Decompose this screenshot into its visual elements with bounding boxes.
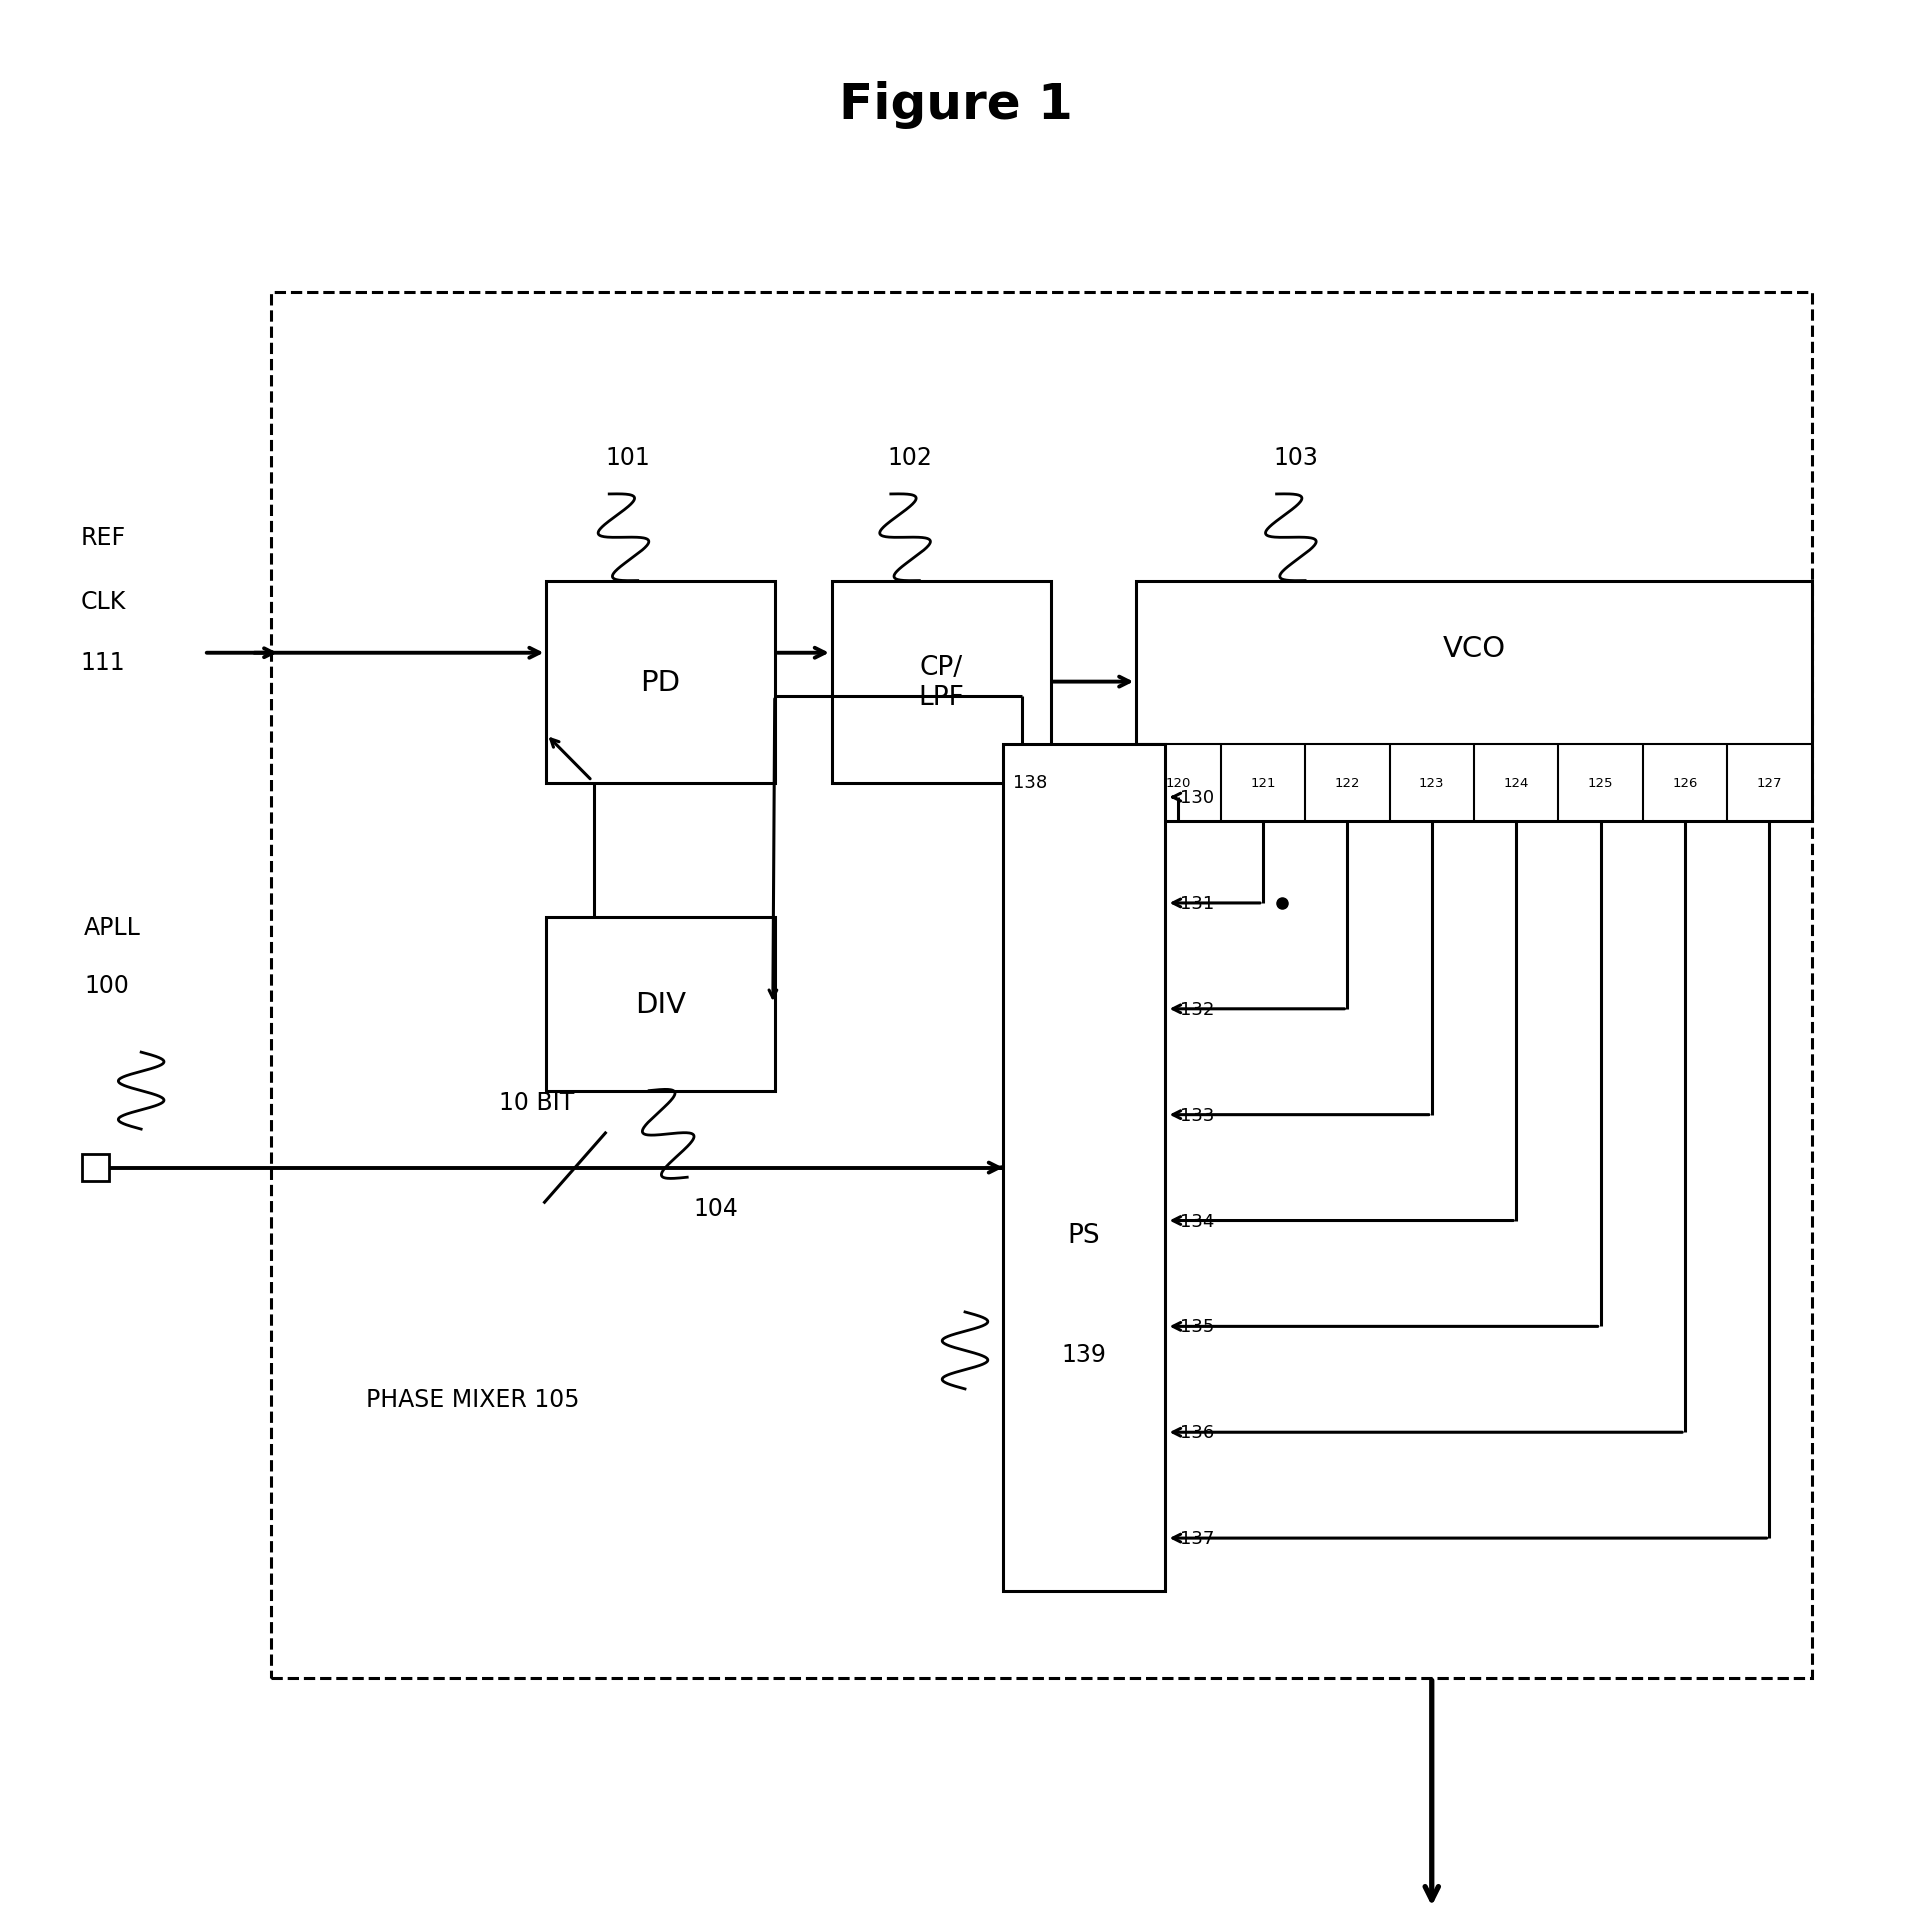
Text: DIV: DIV	[634, 991, 686, 1018]
Text: 102: 102	[887, 446, 933, 469]
Bar	[547, 582, 774, 782]
Text: 104: 104	[694, 1196, 738, 1221]
Text: 134: 134	[1179, 1211, 1213, 1231]
Text: PHASE MIXER 105: PHASE MIXER 105	[365, 1387, 579, 1410]
Bar	[1137, 582, 1812, 821]
Text: 137: 137	[1179, 1530, 1213, 1548]
Text: 132: 132	[1179, 1001, 1213, 1018]
Text: 10 BIT: 10 BIT	[499, 1090, 575, 1115]
Text: 124: 124	[1504, 777, 1529, 790]
Text: 131: 131	[1179, 895, 1213, 912]
Text: CP/
LPF: CP/ LPF	[919, 655, 965, 711]
Text: VCO: VCO	[1443, 634, 1506, 663]
Text: 123: 123	[1420, 777, 1445, 790]
Text: APLL: APLL	[84, 916, 141, 939]
Bar	[271, 294, 1812, 1677]
Text: 103: 103	[1273, 446, 1319, 469]
Text: REF: REF	[80, 526, 126, 551]
Text: 135: 135	[1179, 1318, 1213, 1335]
Text: 138: 138	[1013, 773, 1047, 792]
Bar	[82, 1155, 109, 1182]
Text: PD: PD	[640, 668, 680, 696]
Text: 125: 125	[1588, 777, 1613, 790]
Text: 133: 133	[1179, 1107, 1213, 1124]
Text: 121: 121	[1250, 777, 1277, 790]
Bar	[1003, 744, 1166, 1592]
Text: 130: 130	[1179, 788, 1213, 808]
Text: 126: 126	[1672, 777, 1697, 790]
Text: CLK: CLK	[80, 589, 126, 614]
Bar	[547, 918, 774, 1092]
Bar	[831, 582, 1051, 782]
Text: 122: 122	[1334, 777, 1361, 790]
Text: 139: 139	[1061, 1343, 1106, 1366]
Text: PS: PS	[1068, 1223, 1101, 1248]
Text: 120: 120	[1166, 777, 1191, 790]
Text: Figure 1: Figure 1	[839, 81, 1072, 129]
Text: 101: 101	[606, 446, 650, 469]
Text: 111: 111	[80, 651, 124, 674]
Text: 127: 127	[1756, 777, 1783, 790]
Text: 136: 136	[1179, 1424, 1213, 1441]
Text: 100: 100	[84, 974, 128, 997]
